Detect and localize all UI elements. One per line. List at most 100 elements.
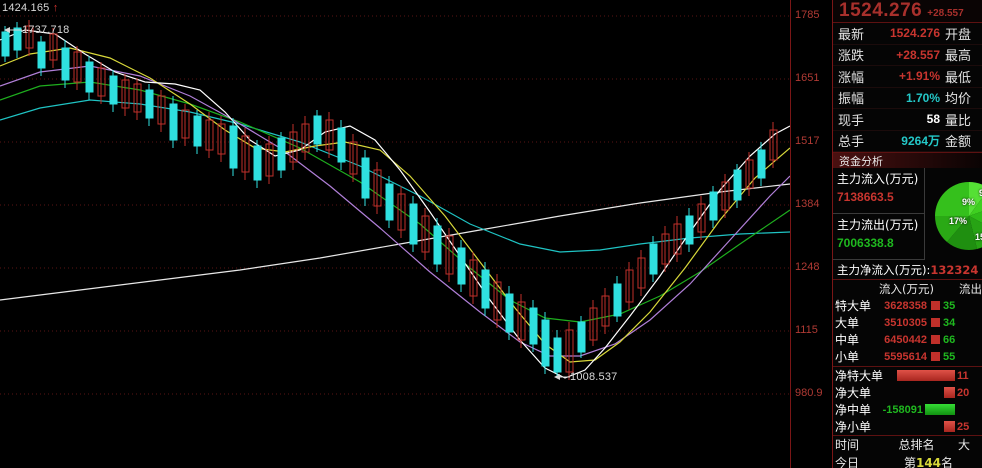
rank-number: 144 xyxy=(915,455,942,468)
axis-tick: 1248 xyxy=(795,261,820,273)
low-price-label: 1008.537 xyxy=(570,371,618,383)
chart-canvas xyxy=(0,15,790,395)
main-outflow-label: 主力流出(万元) xyxy=(837,218,919,232)
net-flow-table: 净特大单 11 净大单 20 净中单 -158091 xyxy=(833,366,982,435)
flow-row-name: 大单 xyxy=(835,316,860,330)
quote-label-secondary: 开盘 xyxy=(945,27,972,43)
net-bar-zone xyxy=(881,387,956,398)
quote-label: 涨幅 xyxy=(838,70,865,86)
flow-row-name: 小单 xyxy=(835,350,860,364)
flow-row-outflow: 34 xyxy=(943,316,956,329)
flow-row-name: 特大单 xyxy=(835,299,872,313)
quote-row: 涨幅 +1.91% 最低 xyxy=(833,66,982,88)
rank-row-time: 今日 xyxy=(835,455,860,468)
quote-value: +1.91% xyxy=(898,69,940,84)
ma-line-long-white xyxy=(0,183,790,301)
main-net-inflow-row: 主力净流入(万元):132324 xyxy=(833,262,982,278)
quote-value: 9264万 xyxy=(901,134,940,149)
axis-tick: 1115 xyxy=(795,324,818,336)
quote-label: 振幅 xyxy=(838,92,865,108)
flow-row-inflow: 3510305 xyxy=(884,316,927,329)
quote-panel: 1524.276 +28.557 最新 1524.276 开盘 涨跌 +28.5… xyxy=(832,0,982,468)
net-bar xyxy=(944,421,955,432)
up-arrow-icon: ↑ xyxy=(52,2,59,14)
current-value-label: 1424.165 ↑ xyxy=(2,2,58,14)
quote-header: 1524.276 +28.557 xyxy=(833,0,982,22)
quote-label-secondary: 最低 xyxy=(945,70,972,86)
flow-table: 特大单 3628358 35 大单 3510305 34 中单 6450442 … xyxy=(833,297,982,365)
table-row: 净中单 -158091 xyxy=(833,401,982,418)
pie-label: 17% xyxy=(949,216,968,226)
table-row: 中单 6450442 66 xyxy=(833,331,982,348)
table-row: 净大单 20 xyxy=(833,384,982,401)
ma-line-green xyxy=(0,81,790,323)
quote-label: 最新 xyxy=(838,27,865,43)
fund-pie-chart: 9% 9% 17% 15% xyxy=(929,172,982,258)
quote-row: 总手 9264万 金额 xyxy=(833,131,982,152)
net-row-name: 净小单 xyxy=(835,420,872,434)
quote-value: +28.557 xyxy=(896,47,940,62)
table-row: 净小单 25 xyxy=(833,418,982,435)
quote-row: 涨跌 +28.557 最高 xyxy=(833,45,982,66)
flow-header-outflow: 流出 xyxy=(959,281,982,296)
last-price: 1524.276 xyxy=(839,0,923,21)
price-change: +28.557 xyxy=(927,8,964,19)
net-bar-zone xyxy=(881,421,956,432)
pie-svg xyxy=(934,182,982,250)
flow-swatch-icon xyxy=(931,301,940,310)
rank-header-time: 时间 xyxy=(835,438,860,452)
rank-prefix: 第 xyxy=(903,455,916,468)
fund-summary: 主力流入(万元) 7138663.5 主力流出(万元) 7006338.8 xyxy=(833,168,925,279)
flow-header-inflow: 流入(万元) xyxy=(879,281,934,296)
net-row-name: 净大单 xyxy=(835,386,872,400)
axis-tick: 1785 xyxy=(795,9,820,21)
quote-label: 涨跌 xyxy=(838,49,865,65)
quote-label-secondary: 金额 xyxy=(945,135,972,151)
quote-value: 1.70% xyxy=(905,90,940,105)
high-marker-arrow xyxy=(4,27,22,33)
fund-analysis-header: 资金分析 xyxy=(833,152,982,168)
main-inflow-label: 主力流入(万元) xyxy=(837,172,919,186)
pie-label: 15% xyxy=(975,232,982,242)
flow-row-name: 中单 xyxy=(835,333,860,347)
fund-analysis-body: 主力流入(万元) 7138663.5 主力流出(万元) 7006338.8 xyxy=(833,168,982,280)
net-row-tail: 25 xyxy=(957,420,970,433)
net-bar-zone xyxy=(881,370,956,381)
pie-label: 9% xyxy=(979,188,982,198)
flow-swatch-icon xyxy=(931,352,940,361)
pie-label: 9% xyxy=(962,197,976,207)
table-row: 小单 5595614 55 xyxy=(833,348,982,365)
flow-swatch-icon xyxy=(931,335,940,344)
flow-row-inflow: 3628358 xyxy=(884,299,927,312)
current-value-text: 1424.165 xyxy=(2,2,50,14)
ma-line-purple xyxy=(0,65,790,357)
axis-tick: 1651 xyxy=(795,72,820,84)
quote-label: 总手 xyxy=(838,135,865,151)
net-row-tail: 11 xyxy=(957,369,969,382)
quote-row: 振幅 1.70% 均价 xyxy=(833,88,982,109)
main-inflow-value: 7138663.5 xyxy=(837,190,894,204)
flow-swatch-icon xyxy=(931,318,940,327)
ma-line-cyan xyxy=(0,99,790,253)
main-net-inflow-value: 132324 xyxy=(930,263,979,277)
rank-row-value: 第144名 xyxy=(875,454,982,468)
quote-value: 1524.276 xyxy=(889,26,940,41)
quote-value: 58 xyxy=(926,112,940,127)
flow-table-header: 流入(万元) 流出 xyxy=(833,280,982,297)
rank-suffix: 名 xyxy=(941,455,954,468)
rank-table-header: 时间 总排名 大 xyxy=(833,435,982,453)
candlestick-chart[interactable]: 1424.165 ↑ 1737.718 1008.537 xyxy=(0,0,790,468)
flow-row-outflow: 55 xyxy=(943,350,956,363)
main-net-inflow-label: 主力净流入(万元): xyxy=(837,263,931,277)
flow-row-outflow: 35 xyxy=(943,299,956,312)
main-outflow-value: 7006338.8 xyxy=(837,236,894,250)
quote-row: 现手 58 量比 xyxy=(833,109,982,131)
quote-label-secondary: 均价 xyxy=(945,92,972,108)
high-price-label: 1737.718 xyxy=(22,24,70,36)
net-row-tail: 20 xyxy=(957,386,970,399)
quote-table: 最新 1524.276 开盘 涨跌 +28.557 最高 涨幅 +1.91% 最… xyxy=(833,22,982,152)
ma-line-yellow xyxy=(0,47,790,363)
net-row-value: -158091 xyxy=(882,403,923,416)
net-row-name: 净特大单 xyxy=(835,369,884,383)
